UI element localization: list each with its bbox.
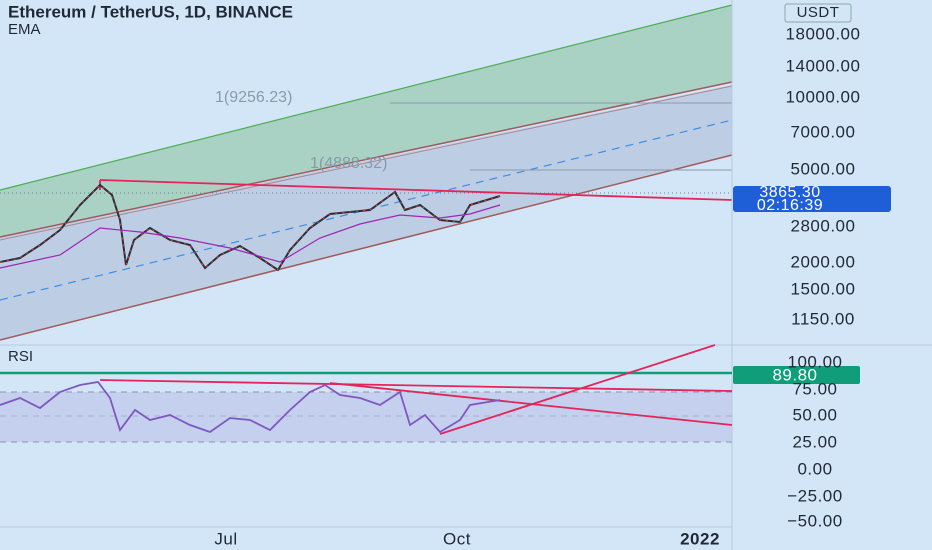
chart-title: Ethereum / TetherUS, 1D, BINANCE (8, 2, 293, 21)
blue-channel (0, 85, 732, 340)
price-tick-label: 1150.00 (791, 309, 855, 328)
price-candles-down (0, 184, 501, 271)
rsi-tick-label: 75.00 (792, 379, 837, 398)
rsi-badge (733, 366, 860, 384)
rsi-tick-label: 25.00 (792, 432, 837, 451)
rsi-pane (0, 344, 733, 443)
time-tick-label: 2022 (680, 529, 720, 548)
time-axis: Jul Oct 2022 (214, 529, 720, 548)
price-tick-label: 1500.00 (791, 279, 856, 298)
drawings (0, 4, 733, 341)
price-tick-label: 14000.00 (786, 56, 861, 75)
channel-bottom (0, 154, 733, 341)
time-tick-label: Oct (443, 529, 471, 548)
rsi-tick-label: −25.00 (787, 486, 842, 505)
fib-label: 1(9256.23) (215, 89, 292, 106)
time-tick-label: Jul (214, 529, 237, 548)
rsi-line (0, 381, 501, 434)
last-price: 3865.30 (759, 184, 820, 201)
price-badge (733, 186, 891, 212)
ema-line (0, 204, 501, 269)
currency[interactable]: USDT (797, 4, 840, 21)
rsi-label: RSI (8, 348, 33, 365)
countdown: 02:16:39 (757, 197, 823, 214)
indicator-label: EMA (8, 21, 41, 38)
rsi-value: 89.80 (772, 365, 817, 384)
price-axis: 18000.00 14000.00 10000.00 7000.00 5000.00 28… (786, 24, 861, 328)
rsi-tick-label: 100.00 (788, 352, 843, 371)
price-tick-label: 5000.00 (791, 159, 856, 178)
rsi-trend (99, 379, 733, 392)
rsi-axis: 100.00 75.00 50.00 25.00 0.00 −25.00 −50.00 (787, 352, 842, 530)
channel-top (0, 4, 733, 191)
price-tick-label: 2000.00 (791, 252, 856, 271)
currency-box[interactable] (784, 3, 852, 23)
price-tick-label: 7000.00 (791, 122, 856, 141)
rsi-tick-label: 50.00 (792, 405, 837, 424)
price-tick-label: 18000.00 (786, 24, 861, 43)
rsi-tick-label: −50.00 (787, 511, 842, 530)
channel-mid-line (0, 81, 733, 238)
rsi-tick-label: 0.00 (797, 459, 832, 478)
green-channel (0, 5, 732, 237)
price-tick-label: 2800.00 (791, 216, 856, 235)
channel-mid-line (0, 85, 733, 241)
trend-line (99, 179, 733, 201)
fib-label: 1(4888.32) (310, 155, 387, 172)
price-tick-label: 10000.00 (786, 87, 861, 106)
rsi-trend (439, 344, 716, 435)
